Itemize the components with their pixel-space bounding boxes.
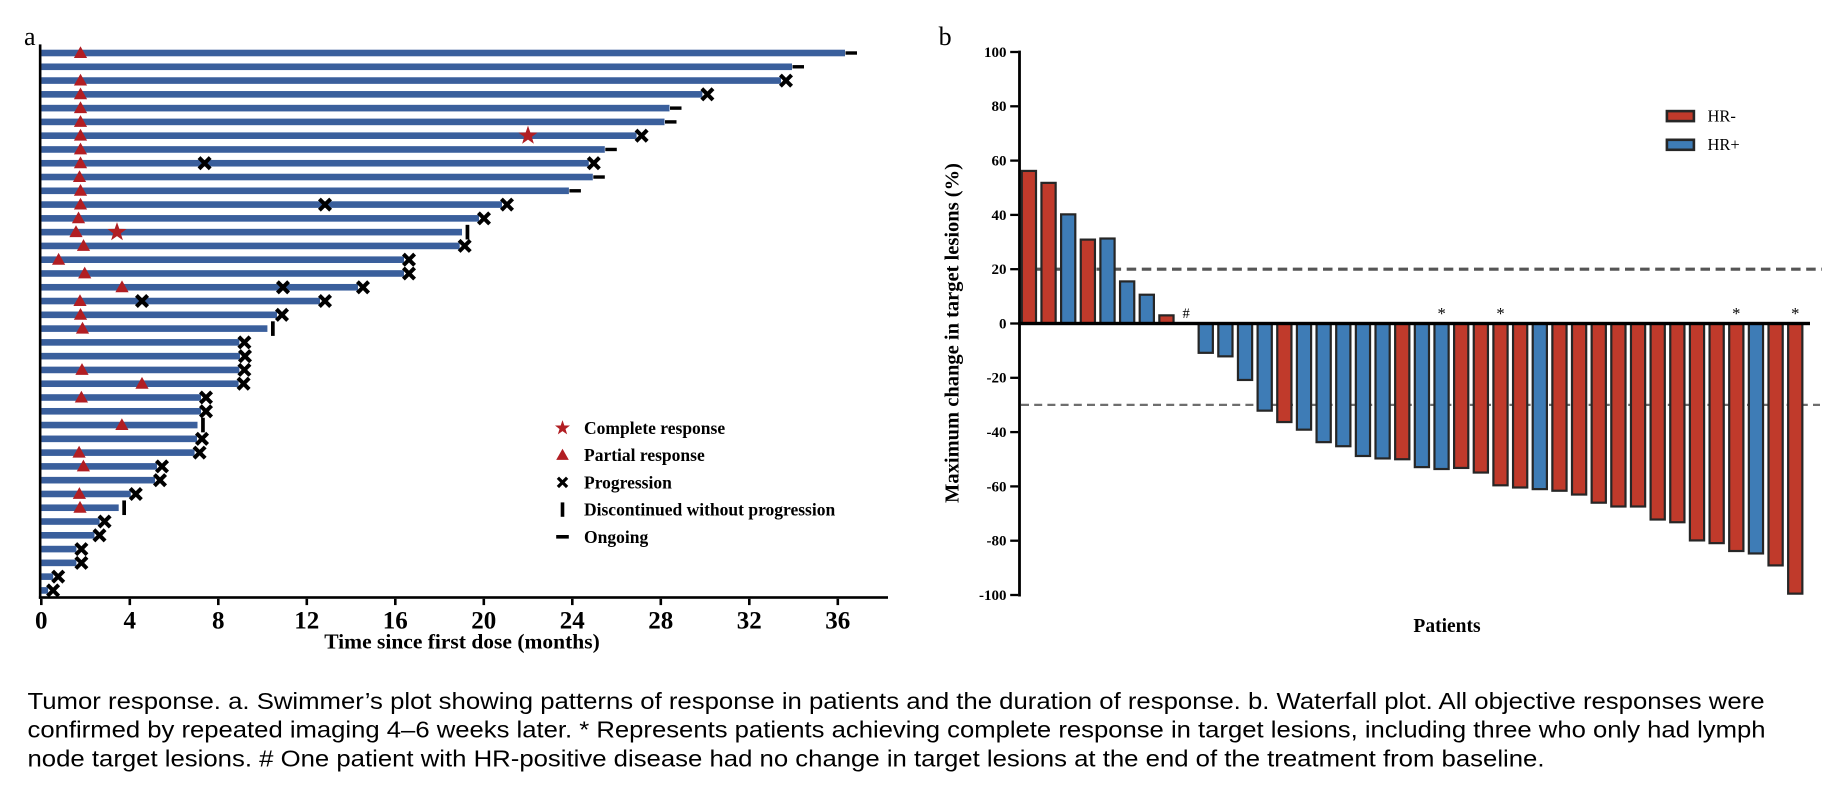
svg-text:*: * [1791,304,1799,323]
svg-text:0: 0 [999,316,1007,332]
svg-text:32: 32 [737,608,762,635]
svg-text:HR-: HR- [1708,107,1736,126]
svg-text:Ongoing: Ongoing [584,527,648,547]
svg-text:-60: -60 [987,479,1007,495]
svg-text:*: * [1496,304,1504,323]
svg-text:20: 20 [471,608,496,635]
svg-text:#: # [1182,306,1189,322]
svg-text:Progression: Progression [584,472,672,492]
svg-text:b: b [939,22,952,51]
svg-text:Patients: Patients [1413,616,1481,637]
svg-text:Complete response: Complete response [584,418,725,438]
svg-text:*: * [1437,304,1445,323]
svg-text:12: 12 [294,608,319,635]
svg-text:80: 80 [992,99,1007,115]
svg-text:Tumor response. a. Swimmer’s p: Tumor response. a. Swimmer’s plot showin… [28,688,1765,714]
svg-text:-40: -40 [987,425,1007,441]
svg-text:36: 36 [825,608,850,635]
svg-text:40: 40 [992,208,1007,224]
svg-text:Discontinued without progressi: Discontinued without progression [584,500,835,520]
svg-text:Maximum change in target lesio: Maximum change in target lesions (%) [942,163,964,503]
svg-text:0: 0 [35,608,48,635]
svg-text:a: a [24,22,36,51]
svg-text:20: 20 [992,262,1007,278]
svg-text:*: * [1732,304,1740,323]
svg-text:HR+: HR+ [1708,135,1740,154]
svg-text:4: 4 [124,608,137,635]
svg-text:16: 16 [383,608,408,635]
svg-text:Partial response: Partial response [584,445,705,465]
svg-text:node target lesions. # One pat: node target lesions. # One patient with … [28,745,1545,771]
svg-text:-100: -100 [979,588,1007,604]
svg-text:28: 28 [648,608,673,635]
svg-text:60: 60 [992,154,1007,170]
svg-text:Time since first dose (months): Time since first dose (months) [324,630,600,654]
svg-text:100: 100 [984,45,1007,61]
svg-text:8: 8 [212,608,225,635]
svg-text:-80: -80 [987,534,1007,550]
svg-text:24: 24 [560,608,586,635]
svg-text:confirmed by repeated imaging: confirmed by repeated imaging 4–6 weeks … [28,717,1766,743]
svg-text:-20: -20 [987,371,1007,387]
